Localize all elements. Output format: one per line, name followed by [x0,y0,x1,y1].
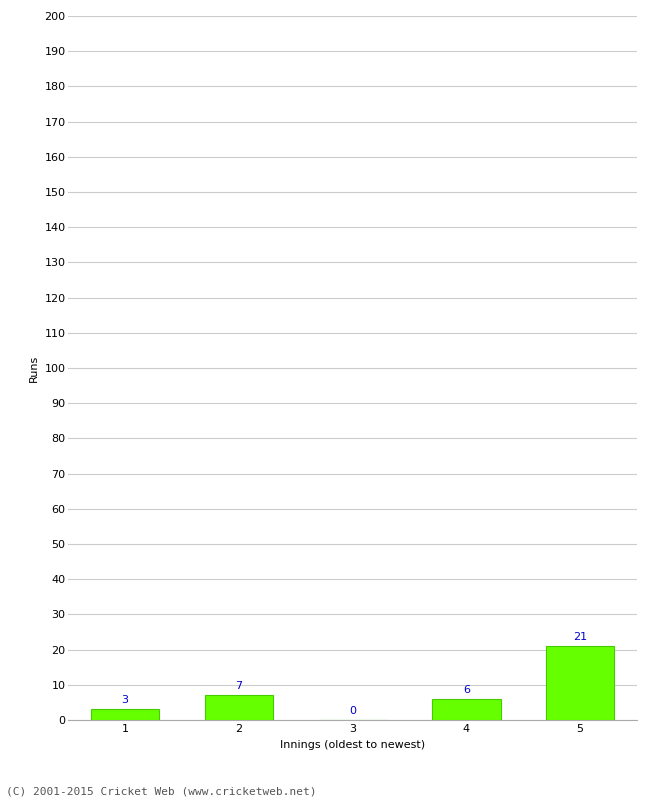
Bar [432,699,500,720]
Text: 6: 6 [463,685,470,694]
Bar [205,695,273,720]
Text: 7: 7 [235,681,242,691]
Text: 21: 21 [573,632,587,642]
X-axis label: Innings (oldest to newest): Innings (oldest to newest) [280,740,425,750]
Bar [546,646,614,720]
Y-axis label: Runs: Runs [29,354,39,382]
Text: 0: 0 [349,706,356,716]
Bar [91,710,159,720]
Text: (C) 2001-2015 Cricket Web (www.cricketweb.net): (C) 2001-2015 Cricket Web (www.cricketwe… [6,786,317,796]
Text: 3: 3 [122,695,129,706]
